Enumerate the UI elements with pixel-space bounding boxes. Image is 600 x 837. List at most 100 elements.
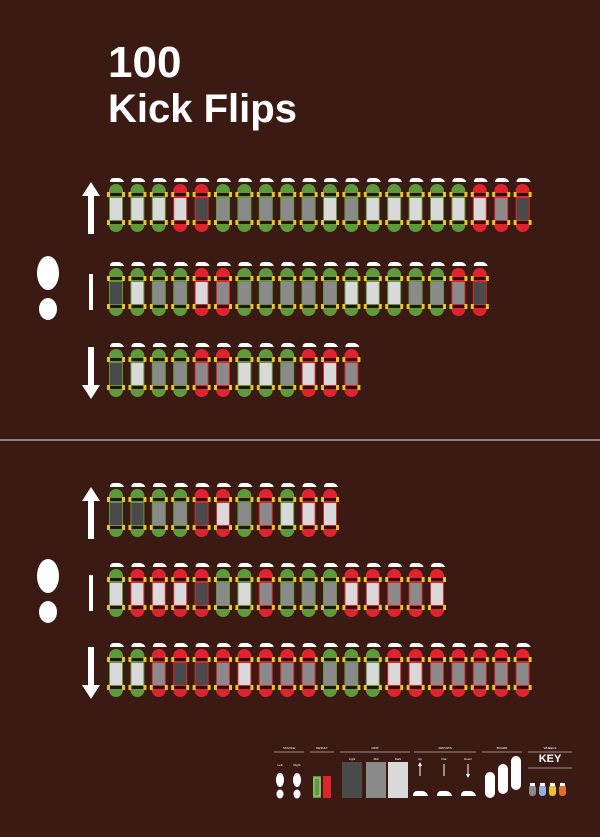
grip-tape (473, 663, 486, 685)
wheel (171, 357, 175, 362)
grip-tape (345, 282, 358, 304)
skateboard (278, 262, 297, 316)
grip-tape (131, 663, 144, 685)
shoe-icon (259, 178, 274, 182)
truck (407, 606, 424, 609)
wheel (357, 605, 361, 610)
wheel (229, 525, 232, 530)
truck (150, 193, 167, 196)
shoe-icon (345, 262, 360, 266)
truck (450, 686, 467, 689)
grip-tape (345, 663, 358, 685)
key-result-green (313, 776, 321, 798)
truck (236, 386, 253, 389)
truck (236, 498, 253, 501)
grip-tape (345, 583, 358, 605)
shoe-icon (388, 262, 403, 266)
wheel (293, 357, 297, 362)
shoe-icon (495, 178, 510, 182)
arrow-down-icon (82, 647, 100, 699)
wheel (122, 657, 125, 662)
wheel (470, 685, 474, 690)
wheel (278, 657, 282, 662)
wheel (321, 192, 324, 197)
wheel (128, 657, 132, 662)
truck (386, 305, 403, 308)
wheel (470, 276, 474, 281)
truck (279, 305, 296, 308)
wheel (314, 685, 318, 690)
grip-tape (131, 363, 144, 385)
wheel (357, 220, 361, 225)
shoe-icon (345, 563, 360, 567)
truck (386, 606, 403, 609)
truck (150, 221, 167, 224)
truck (493, 658, 510, 661)
key-wheel (539, 785, 546, 796)
wheel (229, 276, 232, 281)
wheel (321, 685, 324, 690)
truck (450, 193, 467, 196)
skateboard (470, 178, 489, 232)
wheel (107, 685, 110, 690)
wheel (378, 685, 382, 690)
key-shoe-icon (461, 791, 476, 796)
shoe-icon (152, 178, 167, 182)
wheel (256, 497, 260, 502)
wheel (336, 525, 339, 530)
shoe-icon (259, 643, 274, 647)
grip-tape (452, 663, 465, 685)
truck (407, 193, 424, 196)
wheel (164, 385, 168, 390)
wheel (235, 276, 239, 281)
wheel (256, 385, 260, 390)
truck (450, 277, 467, 280)
wheel (235, 497, 239, 502)
skateboard (299, 262, 318, 316)
wheel (406, 276, 410, 281)
skateboard (192, 343, 211, 397)
wheel (186, 192, 190, 197)
truck (364, 686, 381, 689)
wheel (321, 577, 324, 582)
wheel (342, 685, 346, 690)
truck (236, 305, 253, 308)
wheel (143, 685, 147, 690)
skateboard (192, 643, 211, 697)
wheel (363, 605, 367, 610)
key-grip-label: Mid (374, 757, 379, 761)
wheel (293, 497, 297, 502)
truck (193, 358, 210, 361)
skateboard (256, 483, 275, 537)
wheel (357, 685, 361, 690)
wheel (250, 525, 254, 530)
truck (300, 526, 317, 529)
wheel (513, 192, 517, 197)
wheel (214, 220, 217, 225)
truck (129, 221, 146, 224)
grip-tape (388, 282, 401, 304)
footprint-right-icon (37, 559, 59, 623)
skateboard (149, 262, 168, 316)
wheel (357, 577, 361, 582)
wheel (207, 357, 211, 362)
shoe-icon (324, 178, 338, 182)
truck (108, 498, 124, 501)
truck (150, 526, 167, 529)
wheel (207, 525, 211, 530)
wheel (507, 192, 511, 197)
wheel (321, 497, 324, 502)
skateboard (406, 563, 425, 617)
arrow-down-icon (82, 347, 100, 399)
skateboard (363, 563, 382, 617)
truck (300, 498, 317, 501)
wheel (171, 657, 175, 662)
wheel (207, 605, 211, 610)
wheel (342, 577, 346, 582)
truck (215, 358, 231, 361)
skateboard (128, 343, 147, 397)
truck (386, 193, 403, 196)
shoe-icon (324, 483, 338, 487)
truck (514, 658, 531, 661)
wheel (336, 192, 339, 197)
